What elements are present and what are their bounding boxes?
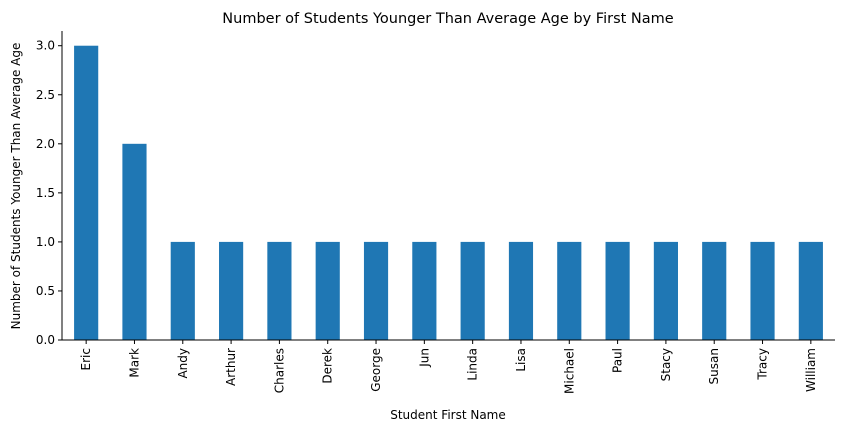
y-axis: 0.0 0.5 1.0 1.5 2.0 2.5 3.0 (36, 39, 62, 347)
x-tick-label: Mark (127, 348, 141, 378)
chart-title: Number of Students Younger Than Average … (222, 11, 673, 27)
x-tick-label: Linda (466, 348, 480, 381)
y-tick-label: 1.0 (36, 235, 55, 249)
x-tick-label: William (804, 348, 818, 392)
bar-jun (412, 241, 437, 340)
bar-tracy (750, 241, 775, 340)
y-axis-title: Number of Students Younger Than Average … (9, 43, 23, 330)
bar-linda (460, 241, 485, 340)
bar-george (363, 241, 389, 340)
x-tick-label: Charles (272, 348, 286, 393)
x-tick-label: Tracy (756, 348, 770, 381)
x-axis: Eric Mark Andy Arthur Charles Derek George Jun L… (79, 340, 818, 394)
x-tick-label: Jun (417, 348, 431, 368)
y-tick-label: 2.0 (36, 137, 55, 151)
bar-susan (702, 241, 727, 340)
x-tick-label: George (369, 348, 383, 392)
bar-paul (605, 241, 630, 340)
bar-arthur (219, 241, 244, 340)
x-tick-label: Lisa (514, 348, 528, 372)
bar-william (798, 241, 823, 340)
y-tick-label: 0.5 (36, 284, 55, 298)
x-tick-label: Derek (321, 348, 335, 384)
x-tick-label: Michael (562, 348, 576, 394)
bar-andy (170, 241, 195, 340)
x-tick-label: Susan (707, 348, 721, 384)
bars-group (74, 45, 823, 341)
bar-michael (557, 241, 582, 340)
x-tick-label: Arthur (224, 348, 238, 386)
y-tick-label: 2.5 (36, 88, 55, 102)
y-tick-label: 0.0 (36, 333, 55, 347)
x-axis-title: Student First Name (390, 408, 506, 422)
x-tick-label: Paul (611, 348, 625, 373)
bar-mark (122, 143, 147, 340)
x-tick-label: Stacy (659, 348, 673, 381)
bar-lisa (508, 241, 534, 340)
bar-eric (74, 45, 99, 341)
x-tick-label: Andy (176, 348, 190, 379)
bar-charles (267, 241, 292, 340)
y-tick-label: 1.5 (36, 186, 55, 200)
bar-stacy (653, 241, 678, 340)
y-tick-label: 3.0 (36, 39, 55, 53)
bar-derek (315, 241, 340, 340)
x-tick-label: Eric (79, 348, 93, 370)
